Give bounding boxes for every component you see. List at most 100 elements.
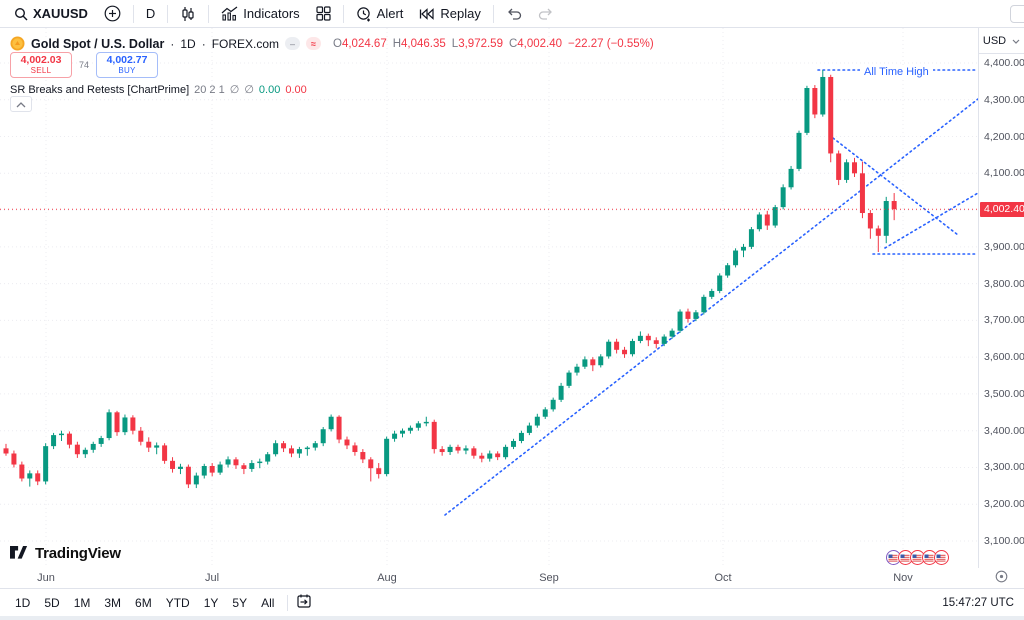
candle[interactable] [447, 444, 453, 455]
candle[interactable] [653, 337, 659, 349]
candle[interactable] [170, 457, 176, 473]
redo-button[interactable] [532, 5, 560, 22]
candle[interactable] [677, 309, 683, 333]
candle[interactable] [154, 442, 160, 455]
candle[interactable] [193, 472, 199, 489]
legend-interval[interactable]: 1D [180, 36, 196, 51]
candle[interactable] [693, 310, 699, 322]
economic-event-flag-icon[interactable] [934, 550, 949, 565]
candle[interactable] [130, 415, 136, 435]
candle[interactable] [859, 161, 865, 219]
candle[interactable] [328, 414, 334, 432]
candle[interactable] [296, 446, 302, 458]
tradingview-logo[interactable]: TradingView [10, 545, 121, 562]
interval-button[interactable]: D [140, 4, 161, 23]
candle[interactable] [185, 464, 191, 489]
axis-settings-corner[interactable] [978, 568, 1024, 589]
candle[interactable] [74, 441, 80, 458]
candle[interactable] [503, 444, 509, 460]
chart-style-button[interactable] [174, 4, 202, 24]
collapse-panel-button[interactable] [10, 96, 32, 112]
candle[interactable] [217, 461, 223, 475]
candle[interactable] [867, 210, 873, 239]
candle[interactable] [82, 447, 88, 458]
candle[interactable] [748, 226, 754, 250]
candle[interactable] [471, 446, 477, 459]
candle[interactable] [455, 444, 461, 454]
range-button-5y[interactable]: 5Y [232, 595, 248, 610]
candle[interactable] [685, 308, 691, 323]
symbol-title[interactable]: Gold Spot / U.S. Dollar [31, 36, 165, 51]
candle[interactable] [479, 452, 485, 463]
uptrend-support[interactable] [444, 98, 978, 516]
candle[interactable] [701, 294, 707, 315]
symbol-search-button[interactable]: XAUUSD [8, 4, 94, 23]
candle[interactable] [495, 451, 501, 461]
range-button-1y[interactable]: 1Y [203, 595, 219, 610]
economic-event-flag-icon[interactable] [910, 550, 925, 565]
candle[interactable] [883, 196, 889, 244]
candle[interactable] [392, 430, 398, 442]
candle[interactable] [162, 443, 168, 464]
goto-date-button[interactable] [294, 591, 314, 615]
price-axis[interactable]: USD 4,400.00 4,300.00 4,200.00 4,100.00 3,90… [978, 28, 1024, 568]
candle[interactable] [637, 331, 643, 344]
legend-minus-badge[interactable]: – [285, 37, 301, 50]
candle[interactable] [725, 263, 731, 278]
candle[interactable] [352, 442, 358, 456]
candle[interactable] [122, 414, 128, 436]
lower-rise-line[interactable] [884, 192, 978, 249]
candle[interactable] [875, 225, 881, 252]
sell-button[interactable]: 4,002.03 SELL [10, 52, 72, 78]
candle[interactable] [360, 449, 366, 464]
candle[interactable] [733, 248, 739, 268]
compare-add-symbol-button[interactable] [98, 3, 127, 24]
candle[interactable] [233, 457, 239, 469]
candle[interactable] [3, 443, 9, 456]
candle[interactable] [534, 413, 540, 428]
candle[interactable] [558, 382, 564, 403]
alert-button[interactable]: Alert [350, 4, 410, 24]
candle[interactable] [590, 357, 596, 372]
candle[interactable] [59, 430, 65, 441]
candle[interactable] [209, 463, 215, 477]
candle[interactable] [288, 445, 294, 458]
candle[interactable] [614, 338, 620, 354]
candle[interactable] [66, 431, 72, 449]
candle[interactable] [598, 354, 604, 368]
chart-area[interactable]: All Time High Gold Spot / U.S. Dollar · … [0, 28, 978, 568]
buy-button[interactable]: 4,002.77 BUY [96, 52, 158, 78]
candle[interactable] [891, 193, 897, 221]
candle[interactable] [225, 456, 231, 468]
range-button-1m[interactable]: 1M [73, 595, 91, 610]
candle[interactable] [177, 463, 183, 475]
time-axis[interactable]: Jun Jul Aug Sep Oct Nov [0, 568, 1024, 589]
candle[interactable] [344, 436, 350, 450]
undo-button[interactable] [500, 5, 528, 22]
candle[interactable] [852, 157, 858, 177]
candle[interactable] [431, 419, 437, 454]
candle[interactable] [320, 427, 326, 447]
candle[interactable] [709, 288, 715, 300]
candle[interactable] [804, 85, 810, 136]
candle[interactable] [487, 450, 493, 462]
candle[interactable] [542, 407, 548, 419]
candle[interactable] [812, 85, 818, 119]
currency-selector[interactable]: USD [979, 28, 1024, 54]
candle[interactable] [407, 425, 413, 434]
candle[interactable] [336, 415, 342, 444]
range-button-ytd[interactable]: YTD [165, 595, 190, 610]
range-button-1d[interactable]: 1D [15, 595, 31, 610]
candle[interactable] [43, 443, 49, 485]
candle[interactable] [756, 212, 762, 232]
candle[interactable] [265, 452, 271, 465]
candle[interactable] [566, 370, 572, 389]
candle[interactable] [629, 338, 635, 357]
candle[interactable] [550, 397, 556, 412]
legend-exchange[interactable]: FOREX.com [211, 36, 280, 51]
candle[interactable] [51, 432, 57, 450]
candle[interactable] [106, 409, 112, 441]
candle[interactable] [463, 445, 469, 455]
candle[interactable] [518, 430, 524, 444]
toolbar-corner-button[interactable] [1010, 5, 1024, 23]
